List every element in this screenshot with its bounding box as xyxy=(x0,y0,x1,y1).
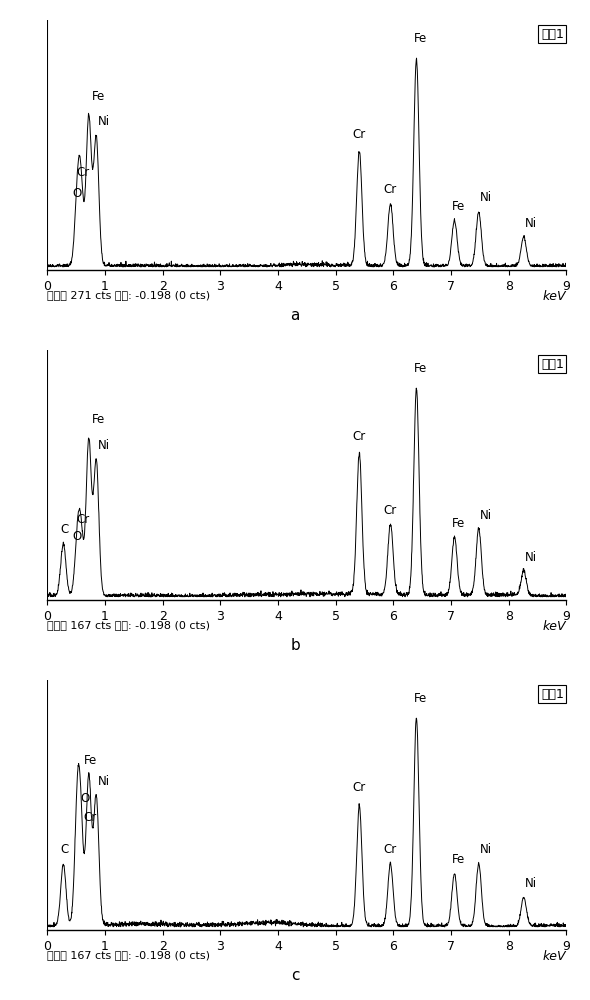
Text: Fe: Fe xyxy=(451,517,465,530)
Text: b: b xyxy=(290,638,300,653)
Text: Cr: Cr xyxy=(77,513,90,526)
Text: Cr: Cr xyxy=(352,781,366,794)
Text: Cr: Cr xyxy=(352,430,366,443)
Text: 谱图1: 谱图1 xyxy=(541,358,564,370)
Text: Fe: Fe xyxy=(451,853,465,866)
Text: O: O xyxy=(72,187,81,200)
Text: O: O xyxy=(80,792,89,805)
Text: keV: keV xyxy=(543,620,566,633)
Text: Fe: Fe xyxy=(451,200,465,213)
Text: Cr: Cr xyxy=(384,843,397,856)
Text: Ni: Ni xyxy=(97,439,110,452)
Text: Ni: Ni xyxy=(480,509,492,522)
Text: O: O xyxy=(72,530,81,543)
Text: Cr: Cr xyxy=(84,811,97,824)
Text: keV: keV xyxy=(543,950,566,963)
Text: Fe: Fe xyxy=(91,90,105,103)
Text: 满量程 167 cts 光标: -0.198 (0 cts): 满量程 167 cts 光标: -0.198 (0 cts) xyxy=(47,950,210,960)
Text: Fe: Fe xyxy=(414,32,427,45)
Text: Ni: Ni xyxy=(525,551,537,564)
Text: 满量程 271 cts 光标: -0.198 (0 cts): 满量程 271 cts 光标: -0.198 (0 cts) xyxy=(47,290,210,300)
Text: Ni: Ni xyxy=(97,775,110,788)
Text: Ni: Ni xyxy=(480,191,492,204)
Text: a: a xyxy=(290,308,300,323)
Text: Cr: Cr xyxy=(384,504,397,517)
Text: C: C xyxy=(60,843,68,856)
Text: c: c xyxy=(291,968,299,983)
Text: 谱图1: 谱图1 xyxy=(541,27,564,40)
Text: Ni: Ni xyxy=(480,843,492,856)
Text: Ni: Ni xyxy=(525,217,537,230)
Text: 谱图1: 谱图1 xyxy=(541,688,564,700)
Text: Fe: Fe xyxy=(414,692,427,705)
Text: Fe: Fe xyxy=(84,754,97,767)
Text: Cr: Cr xyxy=(384,183,397,196)
Text: Cr: Cr xyxy=(77,166,90,179)
Text: Ni: Ni xyxy=(525,877,537,890)
Text: Fe: Fe xyxy=(91,413,105,426)
Text: Ni: Ni xyxy=(97,115,110,128)
Text: Fe: Fe xyxy=(414,362,427,375)
Text: Cr: Cr xyxy=(352,128,366,141)
Text: keV: keV xyxy=(543,290,566,303)
Text: C: C xyxy=(60,523,68,536)
Text: 满量程 167 cts 光标: -0.198 (0 cts): 满量程 167 cts 光标: -0.198 (0 cts) xyxy=(47,620,210,630)
